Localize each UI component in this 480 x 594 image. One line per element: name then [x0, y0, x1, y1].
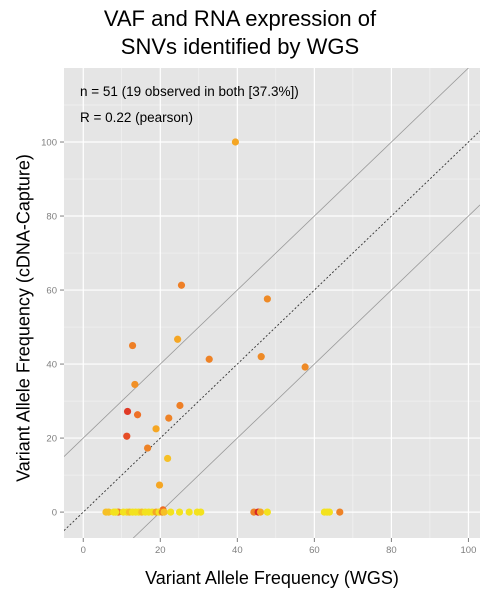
plot-panel: [64, 68, 480, 538]
data-point: [175, 508, 184, 516]
data-point: [185, 508, 193, 516]
y-tick-label: 80: [46, 212, 57, 223]
data-point: [133, 411, 142, 419]
data-point: [231, 138, 240, 146]
chart-title-line-2: SNVs identified by WGS: [120, 34, 360, 59]
data-point: [123, 432, 131, 440]
data-point: [197, 508, 205, 516]
data-point: [165, 414, 173, 422]
y-tick-label: 60: [46, 286, 57, 297]
reference-lines: [64, 68, 480, 538]
grid-major: [64, 68, 480, 538]
data-point: [152, 425, 160, 433]
data-point: [301, 363, 309, 371]
reference-line-2: [132, 204, 480, 538]
data-point: [263, 295, 271, 303]
data-point: [105, 508, 113, 516]
x-tick-label: 60: [309, 545, 320, 556]
data-point: [131, 380, 139, 389]
x-axis-ticks: 0 20 40 60 80 100: [81, 538, 477, 556]
data-point: [167, 508, 175, 516]
grid-minor: [64, 68, 480, 538]
data-point: [155, 481, 164, 489]
y-axis-label: Variant Allele Frequency (cDNA-Capture): [13, 154, 34, 482]
x-tick-label: 20: [155, 545, 166, 556]
data-point: [174, 335, 182, 343]
y-tick-label: 100: [41, 138, 57, 149]
reference-line-1: [64, 68, 470, 457]
x-tick-label: 100: [461, 545, 477, 556]
x-axis-label: Variant Allele Frequency (WGS): [145, 568, 399, 588]
chart-title-line-1: VAF and RNA expression of: [103, 6, 377, 31]
data-point: [205, 355, 213, 363]
reference-line-0: [64, 130, 480, 531]
data-point: [112, 508, 120, 516]
data-point: [164, 454, 172, 463]
data-point: [257, 353, 265, 361]
y-tick-label: 0: [52, 508, 57, 519]
data-point: [325, 508, 333, 516]
annotation-r: R = 0.22 (pearson): [80, 110, 193, 125]
data-point: [128, 341, 137, 350]
data-point: [123, 407, 132, 416]
annotation-n: n = 51 (19 observed in both [37.3%]): [80, 84, 299, 99]
data-point: [256, 508, 265, 516]
y-tick-label: 20: [46, 434, 57, 445]
data-point: [143, 444, 152, 452]
data-point: [176, 401, 184, 410]
data-point: [160, 508, 168, 516]
data-point: [177, 281, 186, 289]
data-points: [102, 138, 344, 516]
data-point: [336, 508, 344, 516]
data-point: [263, 508, 271, 516]
y-tick-label: 40: [46, 360, 57, 371]
x-tick-label: 40: [232, 545, 243, 556]
x-tick-label: 0: [81, 545, 86, 556]
y-axis-ticks: 0 20 40 60 80 100: [41, 138, 64, 519]
x-tick-label: 80: [386, 545, 397, 556]
